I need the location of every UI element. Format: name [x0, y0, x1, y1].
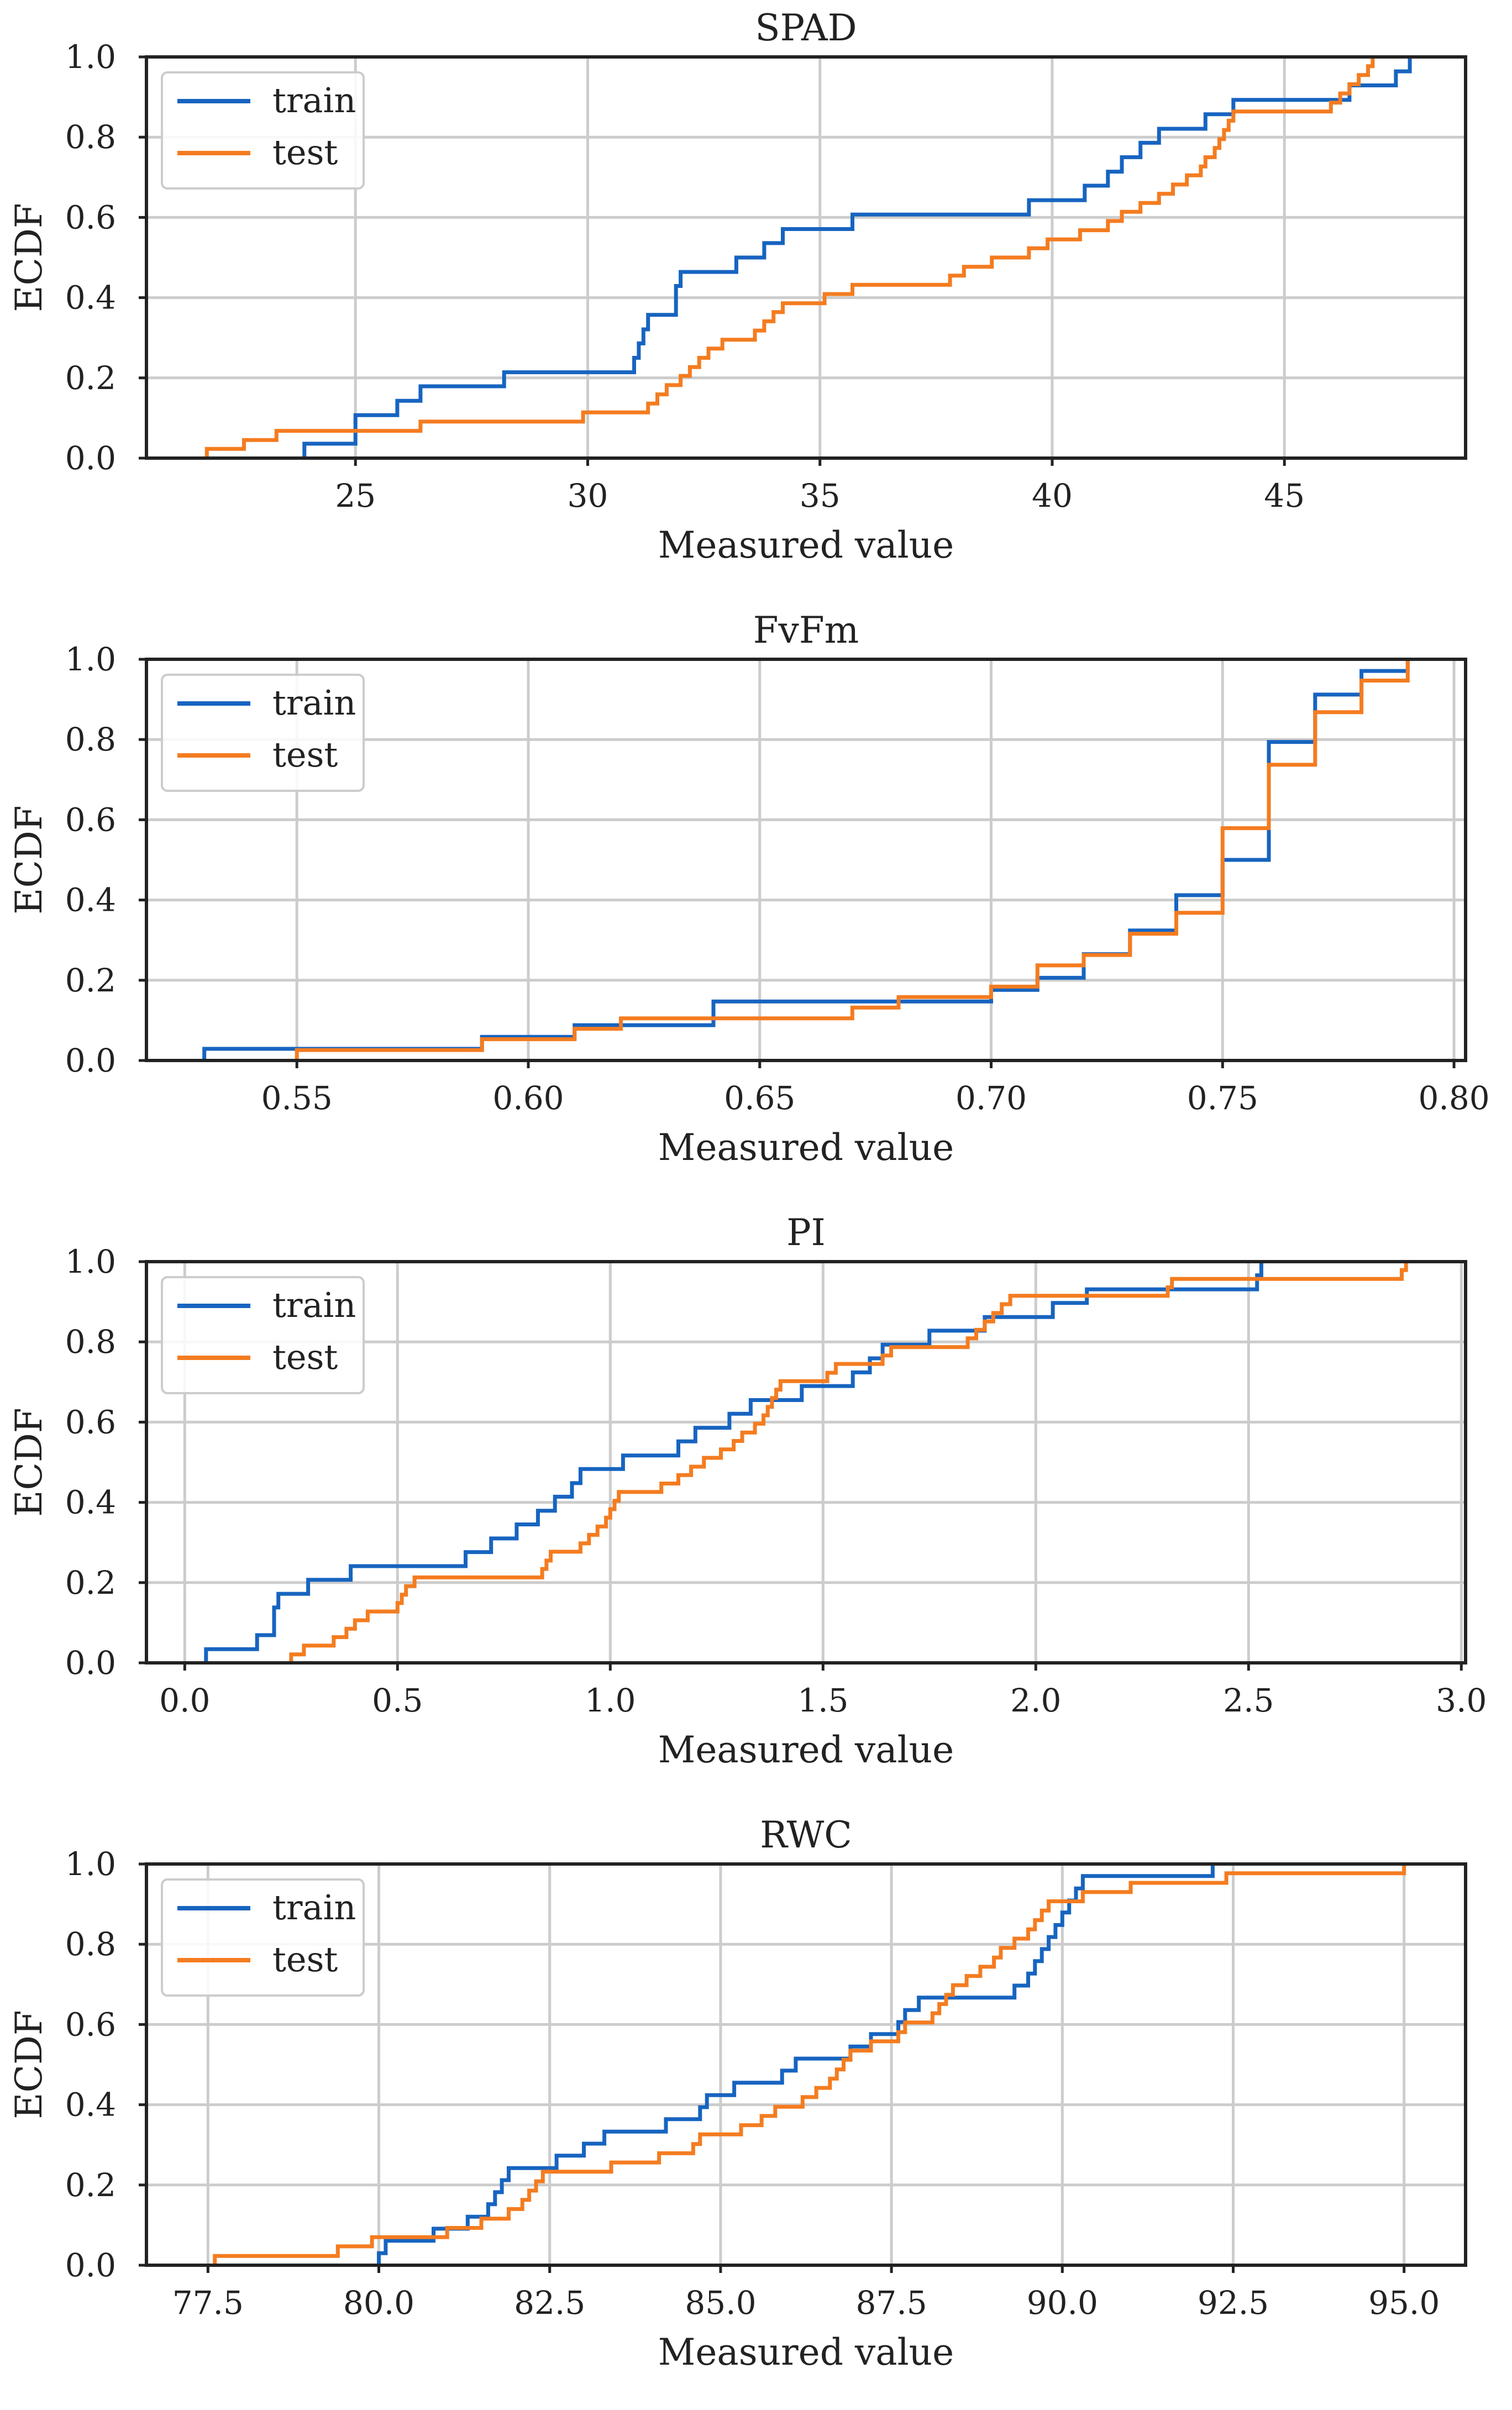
- chart-3-y-tick-label: 0.8: [65, 1925, 116, 1963]
- chart-2-legend-label-train: train: [272, 1285, 356, 1325]
- chart-0-x-tick-label: 40: [1032, 477, 1073, 514]
- chart-1-y-tick-label: 0.0: [65, 1042, 116, 1079]
- chart-3-series-test-line: [213, 1864, 1406, 2265]
- chart-1-x-tick-label: 0.65: [724, 1079, 795, 1117]
- chart-3-y-axis-label: ECDF: [8, 2010, 50, 2119]
- chart-1-legend-label-train: train: [272, 682, 356, 723]
- chart-1-y-tick-label: 0.2: [65, 962, 116, 999]
- chart-0-series-train-line: [302, 57, 1412, 458]
- chart-2-panel: 0.0 0.5 1.0 1.5 2.0 2.5 3.0 0.0 0.2 0.4 0.6 0.8 1.0 P…: [8, 1211, 1487, 1771]
- chart-0-plot-frame: [145, 55, 1467, 460]
- chart-1-x-tick-label: 0.70: [956, 1079, 1027, 1117]
- chart-2-y-tick-label: 1.0: [65, 1243, 116, 1280]
- chart-1-plot-frame: [145, 658, 1467, 1062]
- chart-1-title: FvFm: [753, 609, 859, 652]
- chart-0-panel: 25 30 35 40 45 0.0 0.2 0.4 0.6 0.8 1.0 SPAD Measured…: [8, 7, 1467, 566]
- chart-0-y-tick-label: 0.2: [65, 359, 116, 397]
- chart-1-y-tick-label: 0.8: [65, 721, 116, 758]
- chart-0-legend-label-test: test: [272, 132, 338, 172]
- chart-3-y-tick-label: 0.4: [65, 2086, 116, 2124]
- chart-3-x-tick-label: 82.5: [514, 2284, 585, 2322]
- chart-3-y-tick-label: 0.0: [65, 2246, 116, 2284]
- chart-0-y-tick-label: 0.6: [65, 198, 116, 236]
- chart-2-x-tick-label: 1.0: [585, 1682, 636, 1719]
- chart-1-x-tick-label: 0.75: [1187, 1079, 1258, 1117]
- chart-1-panel: 0.55 0.60 0.65 0.70 0.75 0.80 0.0 0.2 0.4 0.6 0.8 1…: [8, 609, 1490, 1169]
- chart-2-x-tick-label: 1.5: [797, 1682, 848, 1719]
- chart-2-plot-frame: [145, 1260, 1467, 1665]
- chart-1-y-tick-label: 0.6: [65, 801, 116, 838]
- chart-2-x-tick-label: 0.5: [372, 1682, 423, 1719]
- chart-3-legend-label-train: train: [272, 1887, 356, 1928]
- chart-2-x-tick-label: 2.5: [1223, 1682, 1274, 1719]
- chart-0-x-tick-label: 30: [568, 477, 608, 514]
- chart-0-x-tick-label: 35: [800, 477, 841, 514]
- chart-3-x-tick-label: 85.0: [685, 2284, 756, 2322]
- chart-0-y-tick-label: 0.4: [65, 279, 116, 317]
- chart-2-y-tick-label: 0.6: [65, 1403, 116, 1441]
- chart-2-y-axis-label: ECDF: [8, 1408, 50, 1516]
- chart-1-series-test-line: [295, 659, 1410, 1060]
- chart-2-title: PI: [786, 1211, 825, 1254]
- chart-2-x-tick-label: 0.0: [159, 1682, 210, 1719]
- chart-3-series-train-line: [377, 1864, 1215, 2265]
- chart-0-y-axis-label: ECDF: [8, 203, 50, 312]
- chart-3-title: RWC: [760, 1814, 852, 1856]
- chart-3-x-tick-label: 90.0: [1027, 2284, 1098, 2322]
- chart-2-x-tick-label: 2.0: [1010, 1682, 1061, 1719]
- chart-3-legend-label-test: test: [272, 1939, 338, 1980]
- chart-2-y-tick-label: 0.8: [65, 1323, 116, 1361]
- chart-0-x-tick-label: 45: [1264, 477, 1305, 514]
- chart-2-legend-label-test: test: [272, 1337, 338, 1377]
- chart-1-x-tick-label: 0.60: [492, 1079, 564, 1117]
- chart-3-y-tick-label: 0.2: [65, 2166, 116, 2204]
- chart-2-y-tick-label: 0.2: [65, 1564, 116, 1602]
- chart-3-y-tick-label: 0.6: [65, 2005, 116, 2043]
- chart-3-plot-frame: [145, 1862, 1467, 2267]
- chart-3-x-axis-label: Measured value: [658, 2331, 954, 2374]
- chart-3-x-tick-label: 87.5: [856, 2284, 927, 2322]
- chart-3-x-tick-label: 92.5: [1198, 2284, 1269, 2322]
- chart-3-x-tick-label: 95.0: [1368, 2284, 1440, 2322]
- chart-2-series-test-line: [289, 1262, 1408, 1663]
- chart-0-legend-label-train: train: [272, 80, 356, 120]
- chart-0-y-tick-label: 0.8: [65, 118, 116, 156]
- chart-1-y-tick-label: 1.0: [65, 640, 116, 678]
- chart-3-panel: 77.5 80.0 82.5 85.0 87.5 90.0 92.5 95.0 0.0 0.2 0.…: [8, 1814, 1467, 2374]
- chart-0-series-test-line: [204, 57, 1375, 458]
- chart-0-y-tick-label: 0.0: [65, 439, 116, 477]
- chart-1-x-axis-label: Measured value: [658, 1126, 954, 1169]
- chart-3-y-tick-label: 1.0: [65, 1845, 116, 1883]
- chart-1-y-tick-label: 0.4: [65, 881, 116, 919]
- chart-1-series-train-line: [202, 659, 1410, 1060]
- chart-3-x-tick-label: 77.5: [172, 2284, 244, 2322]
- chart-0-y-tick-label: 1.0: [65, 38, 116, 76]
- chart-1-x-tick-label: 0.80: [1418, 1079, 1489, 1117]
- chart-2-y-tick-label: 0.4: [65, 1484, 116, 1521]
- chart-1-legend-label-test: test: [272, 734, 338, 775]
- chart-0-title: SPAD: [755, 7, 857, 49]
- chart-2-x-tick-label: 3.0: [1436, 1682, 1487, 1719]
- chart-1-y-axis-label: ECDF: [8, 805, 50, 914]
- chart-2-x-axis-label: Measured value: [658, 1729, 954, 1771]
- chart-0-x-axis-label: Measured value: [658, 524, 954, 566]
- chart-3-x-tick-label: 80.0: [343, 2284, 414, 2322]
- chart-1-x-tick-label: 0.55: [261, 1079, 333, 1117]
- chart-0-x-tick-label: 25: [335, 477, 376, 514]
- chart-2-y-tick-label: 0.0: [65, 1644, 116, 1682]
